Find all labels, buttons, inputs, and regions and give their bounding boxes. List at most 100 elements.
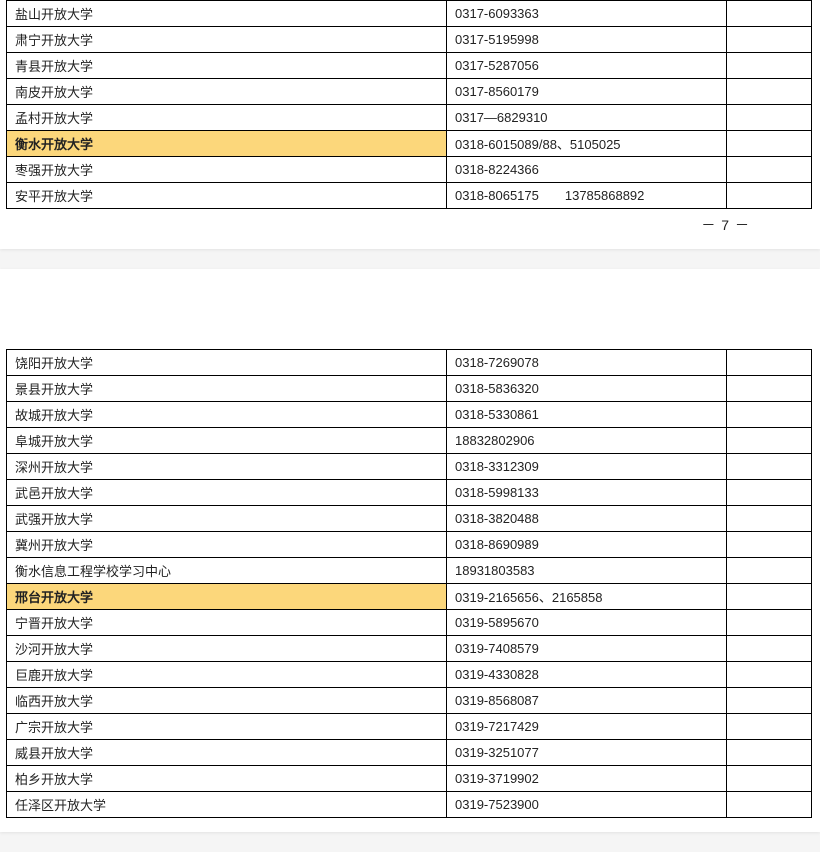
- table-row: 安平开放大学0318-8065175 13785868892: [7, 183, 812, 209]
- phone-cell: 0317-5287056: [447, 53, 727, 79]
- school-name-cell: 宁晋开放大学: [7, 610, 447, 636]
- table-row: 柏乡开放大学0319-3719902: [7, 766, 812, 792]
- school-name-cell: 南皮开放大学: [7, 79, 447, 105]
- blank-cell: [727, 53, 812, 79]
- table-row: 沙河开放大学0319-7408579: [7, 636, 812, 662]
- phone-cell: 0318-5836320: [447, 376, 727, 402]
- table-row: 宁晋开放大学0319-5895670: [7, 610, 812, 636]
- table-row: 衡水开放大学0318-6015089/88、5105025: [7, 131, 812, 157]
- phone-cell: 0318-3820488: [447, 506, 727, 532]
- school-name-cell: 武邑开放大学: [7, 480, 447, 506]
- blank-cell: [727, 183, 812, 209]
- school-name-cell: 青县开放大学: [7, 53, 447, 79]
- phone-cell: 0319-7217429: [447, 714, 727, 740]
- blank-cell: [727, 27, 812, 53]
- table-row: 盐山开放大学0317-6093363: [7, 1, 812, 27]
- blank-cell: [727, 610, 812, 636]
- blank-cell: [727, 766, 812, 792]
- table-row: 任泽区开放大学0319-7523900: [7, 792, 812, 818]
- phone-cell: 0319-8568087: [447, 688, 727, 714]
- table-row: 南皮开放大学0317-8560179: [7, 79, 812, 105]
- phone-cell: 0318-5998133: [447, 480, 727, 506]
- phone-cell: 0317—6829310: [447, 105, 727, 131]
- table-row: 邢台开放大学0319-2165656、2165858: [7, 584, 812, 610]
- directory-table-2: 饶阳开放大学0318-7269078景县开放大学0318-5836320故城开放…: [6, 349, 812, 818]
- blank-cell: [727, 157, 812, 183]
- phone-cell: 0319-2165656、2165858: [447, 584, 727, 610]
- table-row: 枣强开放大学0318-8224366: [7, 157, 812, 183]
- phone-cell: 0318-8224366: [447, 157, 727, 183]
- school-name-cell: 任泽区开放大学: [7, 792, 447, 818]
- blank-cell: [727, 688, 812, 714]
- table-row: 广宗开放大学0319-7217429: [7, 714, 812, 740]
- phone-cell: 0318-7269078: [447, 350, 727, 376]
- phone-cell: 0319-7408579: [447, 636, 727, 662]
- school-name-cell: 盐山开放大学: [7, 1, 447, 27]
- phone-cell: 0317-5195998: [447, 27, 727, 53]
- phone-cell: 0318-6015089/88、5105025: [447, 131, 727, 157]
- school-name-cell: 衡水开放大学: [7, 131, 447, 157]
- school-name-cell: 阜城开放大学: [7, 428, 447, 454]
- school-name-cell: 枣强开放大学: [7, 157, 447, 183]
- school-name-cell: 肃宁开放大学: [7, 27, 447, 53]
- page-2: 饶阳开放大学0318-7269078景县开放大学0318-5836320故城开放…: [0, 269, 820, 832]
- phone-cell: 0319-3719902: [447, 766, 727, 792]
- phone-cell: 0317-8560179: [447, 79, 727, 105]
- school-name-cell: 饶阳开放大学: [7, 350, 447, 376]
- school-name-cell: 柏乡开放大学: [7, 766, 447, 792]
- school-name-cell: 安平开放大学: [7, 183, 447, 209]
- blank-cell: [727, 376, 812, 402]
- school-name-cell: 故城开放大学: [7, 402, 447, 428]
- phone-cell: 0319-3251077: [447, 740, 727, 766]
- phone-cell: 0318-3312309: [447, 454, 727, 480]
- blank-cell: [727, 584, 812, 610]
- phone-cell: 0319-4330828: [447, 662, 727, 688]
- table-row: 临西开放大学0319-8568087: [7, 688, 812, 714]
- table-row: 饶阳开放大学0318-7269078: [7, 350, 812, 376]
- blank-cell: [727, 506, 812, 532]
- blank-cell: [727, 662, 812, 688]
- table-row: 武邑开放大学0318-5998133: [7, 480, 812, 506]
- blank-cell: [727, 428, 812, 454]
- table-row: 肃宁开放大学0317-5195998: [7, 27, 812, 53]
- school-name-cell: 孟村开放大学: [7, 105, 447, 131]
- school-name-cell: 威县开放大学: [7, 740, 447, 766]
- blank-cell: [727, 532, 812, 558]
- blank-cell: [727, 636, 812, 662]
- phone-cell: 0317-6093363: [447, 1, 727, 27]
- blank-cell: [727, 792, 812, 818]
- phone-cell: 0318-5330861: [447, 402, 727, 428]
- phone-cell: 18832802906: [447, 428, 727, 454]
- school-name-cell: 广宗开放大学: [7, 714, 447, 740]
- blank-cell: [727, 105, 812, 131]
- table-row: 故城开放大学0318-5330861: [7, 402, 812, 428]
- table-row: 阜城开放大学18832802906: [7, 428, 812, 454]
- school-name-cell: 冀州开放大学: [7, 532, 447, 558]
- table-wrap-2: 饶阳开放大学0318-7269078景县开放大学0318-5836320故城开放…: [0, 349, 820, 818]
- table-row: 冀州开放大学0318-8690989: [7, 532, 812, 558]
- phone-cell: 18931803583: [447, 558, 727, 584]
- table-row: 景县开放大学0318-5836320: [7, 376, 812, 402]
- blank-cell: [727, 740, 812, 766]
- table-row: 孟村开放大学0317—6829310: [7, 105, 812, 131]
- table-row: 威县开放大学0319-3251077: [7, 740, 812, 766]
- blank-cell: [727, 1, 812, 27]
- blank-cell: [727, 350, 812, 376]
- school-name-cell: 临西开放大学: [7, 688, 447, 714]
- school-name-cell: 衡水信息工程学校学习中心: [7, 558, 447, 584]
- table-row: 巨鹿开放大学0319-4330828: [7, 662, 812, 688]
- table-wrap-1: 盐山开放大学0317-6093363肃宁开放大学0317-5195998青县开放…: [0, 0, 820, 209]
- table-row: 青县开放大学0317-5287056: [7, 53, 812, 79]
- blank-cell: [727, 402, 812, 428]
- blank-cell: [727, 131, 812, 157]
- blank-cell: [727, 714, 812, 740]
- phone-cell: 0318-8065175 13785868892: [447, 183, 727, 209]
- blank-cell: [727, 454, 812, 480]
- blank-cell: [727, 480, 812, 506]
- page-1: 盐山开放大学0317-6093363肃宁开放大学0317-5195998青县开放…: [0, 0, 820, 249]
- blank-cell: [727, 558, 812, 584]
- blank-cell: [727, 79, 812, 105]
- phone-cell: 0319-7523900: [447, 792, 727, 818]
- school-name-cell: 武强开放大学: [7, 506, 447, 532]
- school-name-cell: 巨鹿开放大学: [7, 662, 447, 688]
